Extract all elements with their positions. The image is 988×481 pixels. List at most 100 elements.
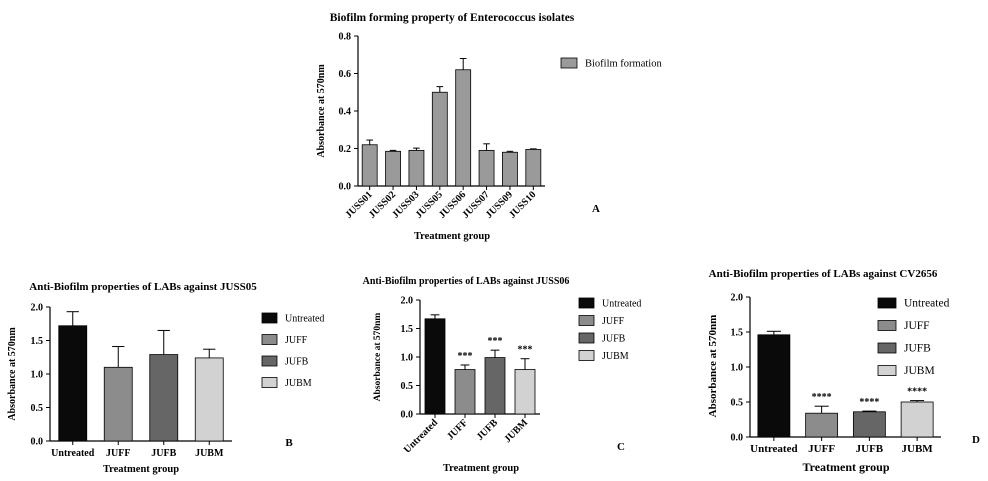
chart-panel-c: Anti-Biofilm properties of LABs against … xyxy=(363,276,642,474)
legend-swatch xyxy=(261,334,278,345)
legend-label: JUBM xyxy=(904,365,935,377)
x-tick-label: JUFB xyxy=(475,417,501,443)
y-tick-label: 1.0 xyxy=(31,370,44,381)
significance-label: **** xyxy=(812,392,832,403)
chart-panel-d: Anti-Biofilm properties of LABs against … xyxy=(707,268,980,474)
x-tick-label: Untreated xyxy=(750,443,797,455)
chart-title: Anti-Biofilm properties of LABs against … xyxy=(709,268,938,280)
x-tick-label: JUBM xyxy=(195,448,224,459)
bar-juss06 xyxy=(455,69,472,187)
legend-label: JUBM xyxy=(285,378,312,389)
bar-juss07 xyxy=(478,149,495,187)
y-axis-label: Absorbance at 570nm xyxy=(373,313,383,402)
legend-swatch xyxy=(261,355,278,367)
x-tick-label: JUBM xyxy=(502,417,530,445)
legend-swatch xyxy=(877,365,897,376)
y-axis-label: Absorbance at 570nm xyxy=(707,315,719,418)
bar-untreated xyxy=(757,334,791,438)
x-tick-label: JUFB xyxy=(151,448,176,459)
significance-label: **** xyxy=(859,397,879,408)
bar-juss10 xyxy=(525,149,542,187)
y-tick-label: 0.4 xyxy=(339,107,352,118)
bar-juss01 xyxy=(361,144,378,187)
x-tick-label: JUFF xyxy=(808,443,835,455)
y-tick-label: 1.0 xyxy=(731,363,744,374)
y-tick-label: 0.5 xyxy=(31,403,44,414)
legend: Untreated JUFF JUFB JUBM xyxy=(877,298,950,377)
bar-jubm xyxy=(514,369,536,415)
bar-jubm xyxy=(194,357,224,442)
x-tick-label: JUFB xyxy=(856,443,884,455)
x-tick-label: Untreated xyxy=(51,448,95,459)
x-tick-label: JUFF xyxy=(106,448,130,459)
legend-label: Untreated xyxy=(602,299,641,310)
bar-juss02 xyxy=(385,150,401,187)
y-tick-label: 1.5 xyxy=(401,324,414,335)
legend-swatch xyxy=(261,377,278,388)
y-tick-label: 1.0 xyxy=(401,353,414,364)
bar-juff xyxy=(805,412,839,438)
y-tick-label: 1.5 xyxy=(731,328,744,339)
bar-juff xyxy=(454,369,476,415)
legend: Untreated JUFF JUFB JUBM xyxy=(261,312,324,389)
legend-label: JUFB xyxy=(904,343,931,355)
legend-label: Biofilm formation xyxy=(585,59,662,70)
legend-label: JUFF xyxy=(904,320,930,332)
x-axis-label: Treatment group xyxy=(414,231,490,242)
y-tick-label: 0.0 xyxy=(731,433,744,444)
x-tick-label: JUFF xyxy=(445,417,470,442)
chart-title: Biofilm forming property of Enterococcus… xyxy=(330,12,575,24)
bar-jufb xyxy=(149,354,179,442)
significance-label: **** xyxy=(907,387,927,398)
panel-letter: C xyxy=(617,441,625,453)
y-axis-label: Absorbance at 570nm xyxy=(316,64,327,158)
legend-swatch xyxy=(578,297,595,309)
y-tick-label: 2.0 xyxy=(31,303,44,314)
y-tick-label: 0.2 xyxy=(339,144,352,155)
significance-label: *** xyxy=(458,351,473,362)
y-tick-label: 0.0 xyxy=(401,410,414,421)
x-tick-label: Untreated xyxy=(402,417,441,456)
x-axis-label: Treatment group xyxy=(103,464,179,475)
x-tick-label: JUBM xyxy=(902,443,934,455)
bar-jufb xyxy=(484,357,506,415)
y-tick-label: 2.0 xyxy=(401,296,414,307)
legend-label: JUBM xyxy=(602,351,629,362)
y-tick-label: 2.0 xyxy=(731,293,744,304)
panel-letter: A xyxy=(592,203,600,215)
legend-swatch xyxy=(877,320,897,331)
bar-jufb xyxy=(852,411,886,438)
chart-title: Anti-Biofilm properties of LABs against … xyxy=(363,276,570,287)
legend-label: Untreated xyxy=(904,298,950,310)
bar-juss03 xyxy=(408,149,425,187)
bar-juss09 xyxy=(502,151,518,187)
bar-jubm xyxy=(900,401,934,438)
legend-swatch xyxy=(578,350,595,361)
legend-swatch xyxy=(261,312,278,324)
bar-untreated xyxy=(424,318,446,415)
legend-label: JUFB xyxy=(602,334,626,345)
y-axis-label: Absorbance at 570nm xyxy=(7,327,18,421)
bar-juff xyxy=(103,366,133,442)
x-axis-label: Treatment group xyxy=(443,463,519,474)
chart-panel-a: Biofilm forming property of Enterococcus… xyxy=(316,12,662,242)
chart-panel-b: Anti-Biofilm properties of LABs against … xyxy=(7,281,324,475)
legend-label: Untreated xyxy=(285,314,324,325)
panel-letter: D xyxy=(972,434,980,446)
y-tick-label: 0.5 xyxy=(401,381,414,392)
y-tick-label: 0.5 xyxy=(731,398,744,409)
legend-label: JUFB xyxy=(285,357,309,368)
x-axis-label: Treatment group xyxy=(803,460,890,474)
chart-title: Anti-Biofilm properties of LABs against … xyxy=(29,281,257,293)
legend-swatch xyxy=(877,342,897,354)
y-tick-label: 1.5 xyxy=(31,336,44,347)
panel-letter: B xyxy=(285,437,293,449)
y-tick-label: 0.6 xyxy=(339,69,352,80)
significance-label: *** xyxy=(488,336,503,347)
bar-untreated xyxy=(58,325,88,442)
legend-swatch xyxy=(578,315,595,326)
y-tick-label: 0.8 xyxy=(339,32,352,43)
y-tick-label: 0.0 xyxy=(31,437,44,448)
legend-swatch xyxy=(560,57,578,69)
